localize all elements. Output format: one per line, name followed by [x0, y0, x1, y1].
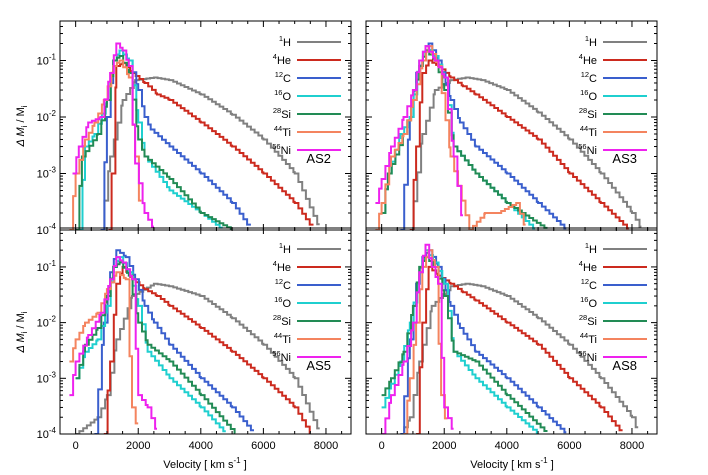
- series-line-44ti: [403, 249, 448, 434]
- panel-as3: 1H 4He 12C 16O 28Si 44Ti 56Ni AS3: [365, 20, 658, 231]
- x-tick-label: 6000: [557, 440, 581, 452]
- series-line-1h: [75, 282, 320, 434]
- legend-label-1h: 1H: [279, 241, 291, 256]
- x-tick-label: 4000: [495, 440, 519, 452]
- series-line-4he: [416, 265, 623, 434]
- legend-label-16o: 16O: [274, 295, 291, 310]
- legend-label-4he: 4He: [579, 52, 597, 67]
- series-line-12c: [94, 249, 254, 434]
- legend-label-12c: 12C: [581, 70, 597, 85]
- series-group: [69, 249, 320, 434]
- legend-label-12c: 12C: [275, 277, 291, 292]
- x-tick-label: 0: [73, 440, 79, 452]
- legend-label-56ni: 56Ni: [272, 142, 291, 157]
- series-line-56ni: [381, 243, 454, 434]
- panel-title: AS3: [612, 151, 637, 166]
- legend-label-28si: 28Si: [273, 106, 291, 121]
- legend-label-28si: 28Si: [579, 106, 597, 121]
- series-line-4he: [409, 59, 629, 230]
- y-tick-label: 10-2: [37, 315, 57, 330]
- y-axis-label-top: Δ Mi / Mi: [15, 105, 29, 147]
- legend-label-12c: 12C: [275, 70, 291, 85]
- y-tick-label: 10-4: [37, 222, 57, 237]
- legend: 1H 4He 12C 16O 28Si 44Ti 56Ni: [578, 34, 647, 157]
- legend-label-16o: 16O: [580, 295, 597, 310]
- series-group: [381, 243, 639, 434]
- legend-label-44ti: 44Ti: [580, 124, 597, 139]
- y-tick-label: 10-4: [37, 426, 57, 441]
- panel-as5: 10-4 10-3 10-2 10-1 0 2000 4000 6000 8000 1H 4He 12…: [37, 227, 352, 452]
- legend-label-4he: 4He: [579, 259, 597, 274]
- series-line-28si: [75, 55, 233, 230]
- series-line-12c: [400, 249, 567, 434]
- panel-as2: 10-4 10-3 10-2 10-1 1H 4He 12C 16O 28Si 44Ti 56Ni A…: [37, 20, 352, 237]
- legend-label-44ti: 44Ti: [274, 124, 291, 139]
- y-tick-label: 10-3: [37, 165, 57, 180]
- legend-label-28si: 28Si: [579, 313, 597, 328]
- y-tick-label: 10-2: [37, 109, 57, 124]
- legend-label-16o: 16O: [580, 88, 597, 103]
- x-tick-label: 8000: [314, 440, 338, 452]
- x-tick-label: 2000: [432, 440, 456, 452]
- y-axis-label-bottom: Δ Mi / Mi: [15, 311, 29, 353]
- series-group: [69, 42, 320, 230]
- legend-label-12c: 12C: [581, 277, 597, 292]
- x-axis-label-left: Velocity [ km s-1 ]: [163, 456, 247, 471]
- legend-label-44ti: 44Ti: [580, 331, 597, 346]
- y-tick-label: 10-3: [37, 370, 57, 385]
- legend-label-56ni: 56Ni: [272, 349, 291, 364]
- legend: 1H 4He 12C 16O 28Si 44Ti 56Ni: [272, 241, 341, 364]
- series-line-56ni: [72, 42, 154, 228]
- y-tick-label: 10-1: [37, 259, 57, 274]
- legend-label-1h: 1H: [585, 34, 597, 49]
- panel-title: AS8: [612, 358, 637, 373]
- series-line-1h: [400, 282, 639, 434]
- series-line-1h: [409, 76, 642, 230]
- x-axis-label-right: Velocity [ km s-1 ]: [470, 456, 554, 471]
- legend: 1H 4He 12C 16O 28Si 44Ti 56Ni: [578, 241, 647, 364]
- series-line-1h: [100, 76, 320, 230]
- x-tick-label: 6000: [251, 440, 275, 452]
- legend-label-1h: 1H: [279, 34, 291, 49]
- x-tick-label: 4000: [189, 440, 213, 452]
- series-group: [375, 42, 642, 230]
- x-tick-label: 8000: [620, 440, 644, 452]
- series-line-28si: [381, 256, 548, 432]
- series-line-4he: [108, 62, 314, 230]
- series-line-56ni: [69, 256, 157, 430]
- series-line-44ti: [375, 45, 526, 230]
- legend-label-56ni: 56Ni: [578, 142, 597, 157]
- x-tick-label: 0: [379, 440, 385, 452]
- legend-label-4he: 4He: [273, 259, 291, 274]
- series-line-44ti: [69, 271, 139, 425]
- series-line-4he: [103, 265, 311, 434]
- legend-label-28si: 28Si: [273, 313, 291, 328]
- legend: 1H 4He 12C 16O 28Si 44Ti 56Ni: [272, 34, 341, 157]
- legend-label-16o: 16O: [274, 88, 291, 103]
- panels: 10-4 10-3 10-2 10-1 1H 4He 12C 16O 28Si 44Ti 56Ni A…: [37, 20, 658, 452]
- series-line-28si: [75, 261, 236, 434]
- legend-label-44ti: 44Ti: [274, 331, 291, 346]
- legend-label-1h: 1H: [585, 241, 597, 256]
- panel-title: AS5: [306, 358, 331, 373]
- legend-label-56ni: 56Ni: [578, 349, 597, 364]
- x-tick-label: 2000: [126, 440, 150, 452]
- series-line-56ni: [375, 45, 463, 217]
- legend-label-4he: 4He: [273, 52, 291, 67]
- panel-title: AS2: [306, 151, 331, 166]
- panel-as8: 0 2000 4000 6000 8000 1H 4He 12C 16O 28Si 44Ti 56Ni…: [365, 227, 658, 452]
- series-line-12c: [100, 49, 251, 230]
- y-tick-label: 10-1: [37, 52, 57, 67]
